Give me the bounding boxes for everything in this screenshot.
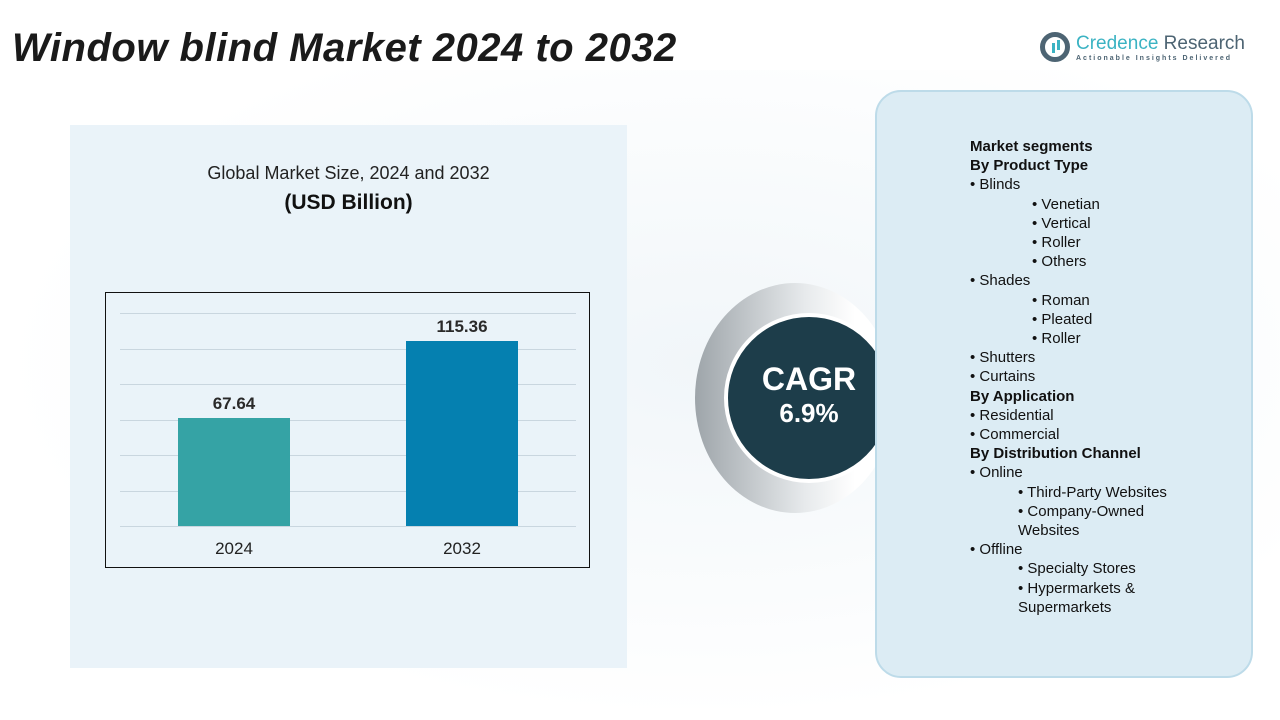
cagr-label: CAGR: [761, 361, 857, 397]
logo-chart-icon: [1040, 32, 1070, 62]
segments-list: Market segments By Product Type • Blinds • …: [970, 137, 1167, 617]
segment-item: • Roller: [1032, 234, 1081, 252]
segment-item: Supermarkets: [1018, 598, 1112, 616]
segment-item: • Company-Owned: [1018, 502, 1145, 520]
segment-item: • Specialty Stores: [1018, 560, 1136, 578]
segment-item: • Shutters: [970, 349, 1036, 367]
segment-item: Websites: [1018, 522, 1080, 540]
logo-name-b: Research: [1158, 32, 1245, 54]
data-label: 67.64: [212, 393, 256, 413]
segments-panel: [875, 90, 1253, 678]
segment-item: • Online: [970, 464, 1023, 482]
x-tick-label: 2032: [443, 539, 481, 558]
cagr-value: 6.9%: [779, 398, 839, 428]
segment-item: • Blinds: [970, 176, 1021, 194]
segment-item: • Curtains: [970, 368, 1036, 386]
chart-subtitle: (USD Billion): [284, 191, 413, 214]
segment-item: • Vertical: [1032, 214, 1091, 232]
gridline: [120, 455, 576, 456]
segment-item: • Shades: [970, 272, 1031, 290]
segment-item: • Offline: [970, 541, 1023, 559]
segment-item: • Venetian: [1032, 195, 1100, 213]
segment-item: By Distribution Channel: [970, 445, 1141, 463]
segment-item: • Hypermarkets &: [1018, 579, 1135, 597]
gridline: [120, 348, 576, 350]
segment-item: Market segments: [970, 138, 1093, 155]
bar-2024: [178, 417, 290, 526]
segment-item: By Product Type: [970, 157, 1089, 175]
gridline: [120, 526, 576, 527]
gridline: [120, 490, 576, 492]
segment-item: • Third-Party Websites: [1018, 483, 1167, 501]
segment-item: • Roller: [1032, 330, 1081, 348]
x-tick-label: 2024: [215, 539, 253, 558]
logo: Credence Research Actionable Insights De…: [1040, 32, 1245, 62]
segment-item: • Commercial: [970, 426, 1060, 444]
chart-title: Global Market Size, 2024 and 2032: [207, 163, 490, 183]
chart-panel: Global Market Size, 2024 and 2032 (USD B…: [70, 125, 627, 668]
gridline: [120, 419, 576, 421]
segment-item: • Others: [1032, 253, 1087, 271]
segment-item: • Roman: [1032, 291, 1090, 309]
gridline: [120, 384, 576, 385]
page-title: Window blind Market 2024 to 2032: [12, 26, 677, 70]
bar-2032: [406, 341, 518, 526]
logo-name-a: Credence: [1076, 32, 1159, 54]
bar-chart: 67.64 2024 115.36 2032: [105, 292, 590, 568]
segment-item: • Residential: [970, 406, 1054, 424]
gridline: [120, 313, 576, 314]
data-label: 115.36: [436, 317, 488, 336]
logo-tagline: Actionable Insights Delivered: [1076, 54, 1233, 62]
cagr-badge: CAGR 6.9%: [724, 313, 894, 483]
segment-item: By Application: [970, 387, 1075, 405]
segment-item: • Pleated: [1032, 310, 1093, 328]
